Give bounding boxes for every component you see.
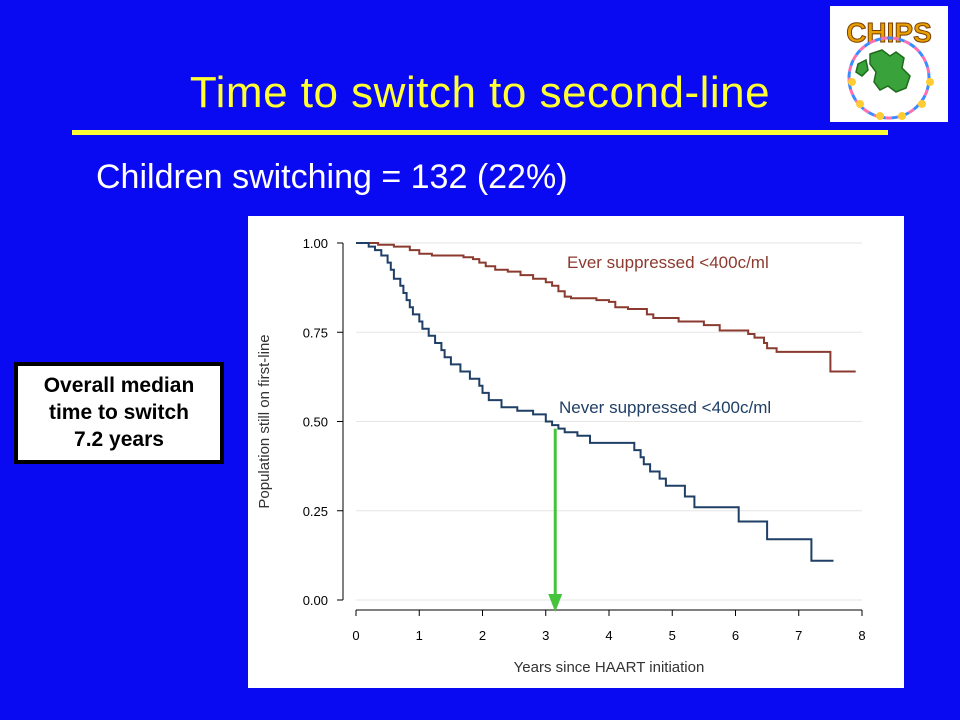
x-tick-label-3: 3: [542, 628, 549, 643]
annotation-layer: [548, 428, 563, 612]
median-time-callout: Overall median time to switch 7.2 years: [14, 362, 224, 464]
y-axis-title: Population still on first-line: [256, 334, 273, 508]
series-label-never-suppressed: Never suppressed <400c/ml: [559, 398, 771, 417]
median-line-1: Overall median: [43, 374, 195, 397]
chips-logo-text: CHIPS: [846, 17, 932, 48]
y-tick-label-0.00: 0.00: [303, 593, 328, 608]
x-tick-label-6: 6: [732, 628, 739, 643]
series-line-never-suppressed: [356, 242, 834, 562]
y-ticks: 0.00 0.25 0.50 0.75 1.00: [303, 236, 343, 608]
x-ticks: 0 1 2 3 4 5 6 7 8: [352, 610, 866, 643]
series-label-ever-suppressed: Ever suppressed <400c/ml: [567, 253, 769, 272]
axes-layer: [342, 243, 862, 611]
slide-subtitle: Children switching = 132 (22%): [96, 158, 568, 196]
y-tick-label-0.75: 0.75: [303, 325, 328, 340]
km-chart: 0.00 0.25 0.50 0.75 1.00 0 1 2 3 4 5 6 7 8 Years sin…: [256, 236, 866, 676]
x-tick-label-1: 1: [416, 628, 423, 643]
series-layer: [356, 242, 856, 562]
median-arrow-head: [548, 594, 563, 612]
x-axis-title: Years since HAART initiation: [514, 659, 705, 676]
x-tick-label-5: 5: [669, 628, 676, 643]
median-line-3: 7.2 years: [74, 428, 164, 451]
y-tick-label-1.00: 1.00: [303, 236, 328, 251]
chips-logo: CHIPS: [830, 6, 948, 122]
slide-title: Time to switch to second-line: [189, 68, 771, 117]
x-tick-label-2: 2: [479, 628, 486, 643]
series-line-ever-suppressed: [356, 242, 856, 373]
x-tick-label-0: 0: [352, 628, 359, 643]
x-tick-label-4: 4: [605, 628, 612, 643]
median-line-2: time to switch: [48, 401, 190, 424]
grid-layer: [356, 242, 862, 601]
x-tick-label-8: 8: [858, 628, 865, 643]
x-tick-label-7: 7: [795, 628, 802, 643]
y-tick-label-0.25: 0.25: [303, 504, 328, 519]
y-tick-label-0.50: 0.50: [303, 415, 328, 430]
chips-logo-graphic: CHIPS: [846, 17, 934, 120]
km-chart-panel: 0.00 0.25 0.50 0.75 1.00 0 1 2 3 4 5 6 7 8 Years sin…: [248, 216, 904, 688]
title-underline: [72, 130, 888, 135]
